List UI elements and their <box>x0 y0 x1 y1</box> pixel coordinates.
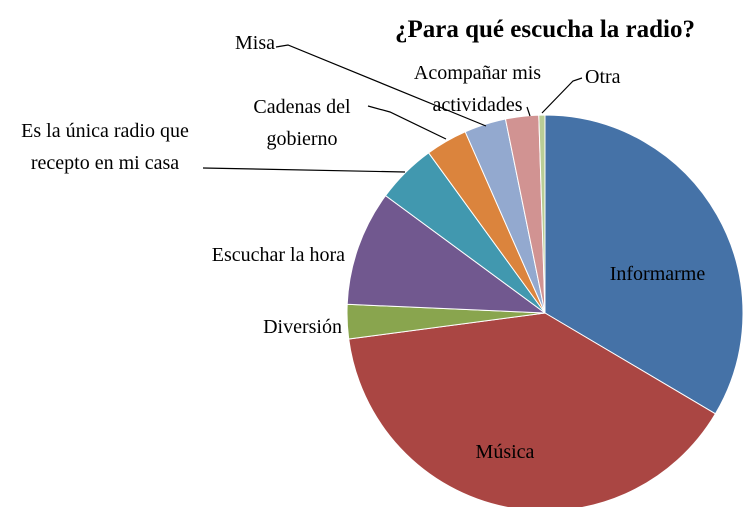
pie-slice <box>538 114 546 314</box>
leader-line <box>202 167 406 173</box>
leader-line <box>367 105 447 140</box>
slice-label: Es la única radio que recepto en mi casa <box>21 120 189 174</box>
leader-line <box>541 77 583 114</box>
slice-label: Cadenas del gobierno <box>253 96 351 150</box>
pie-slice <box>346 194 547 314</box>
slice-label: Escuchar la hora <box>211 244 345 266</box>
leader-line <box>275 44 487 127</box>
slice-label: Informarme <box>609 263 706 285</box>
slice-label: Acompañar mis actividades <box>413 62 542 116</box>
chart-title: ¿Para qué escucha la radio? <box>395 16 695 43</box>
pie-slice <box>544 114 743 415</box>
leader-lines <box>202 44 583 173</box>
slice-label: Música <box>475 441 535 463</box>
slice-label: Diversión <box>263 316 342 338</box>
slice-label: Misa <box>235 32 275 54</box>
slice-label: Otra <box>585 66 621 88</box>
leader-line <box>526 106 531 117</box>
pie-slice <box>348 312 717 507</box>
